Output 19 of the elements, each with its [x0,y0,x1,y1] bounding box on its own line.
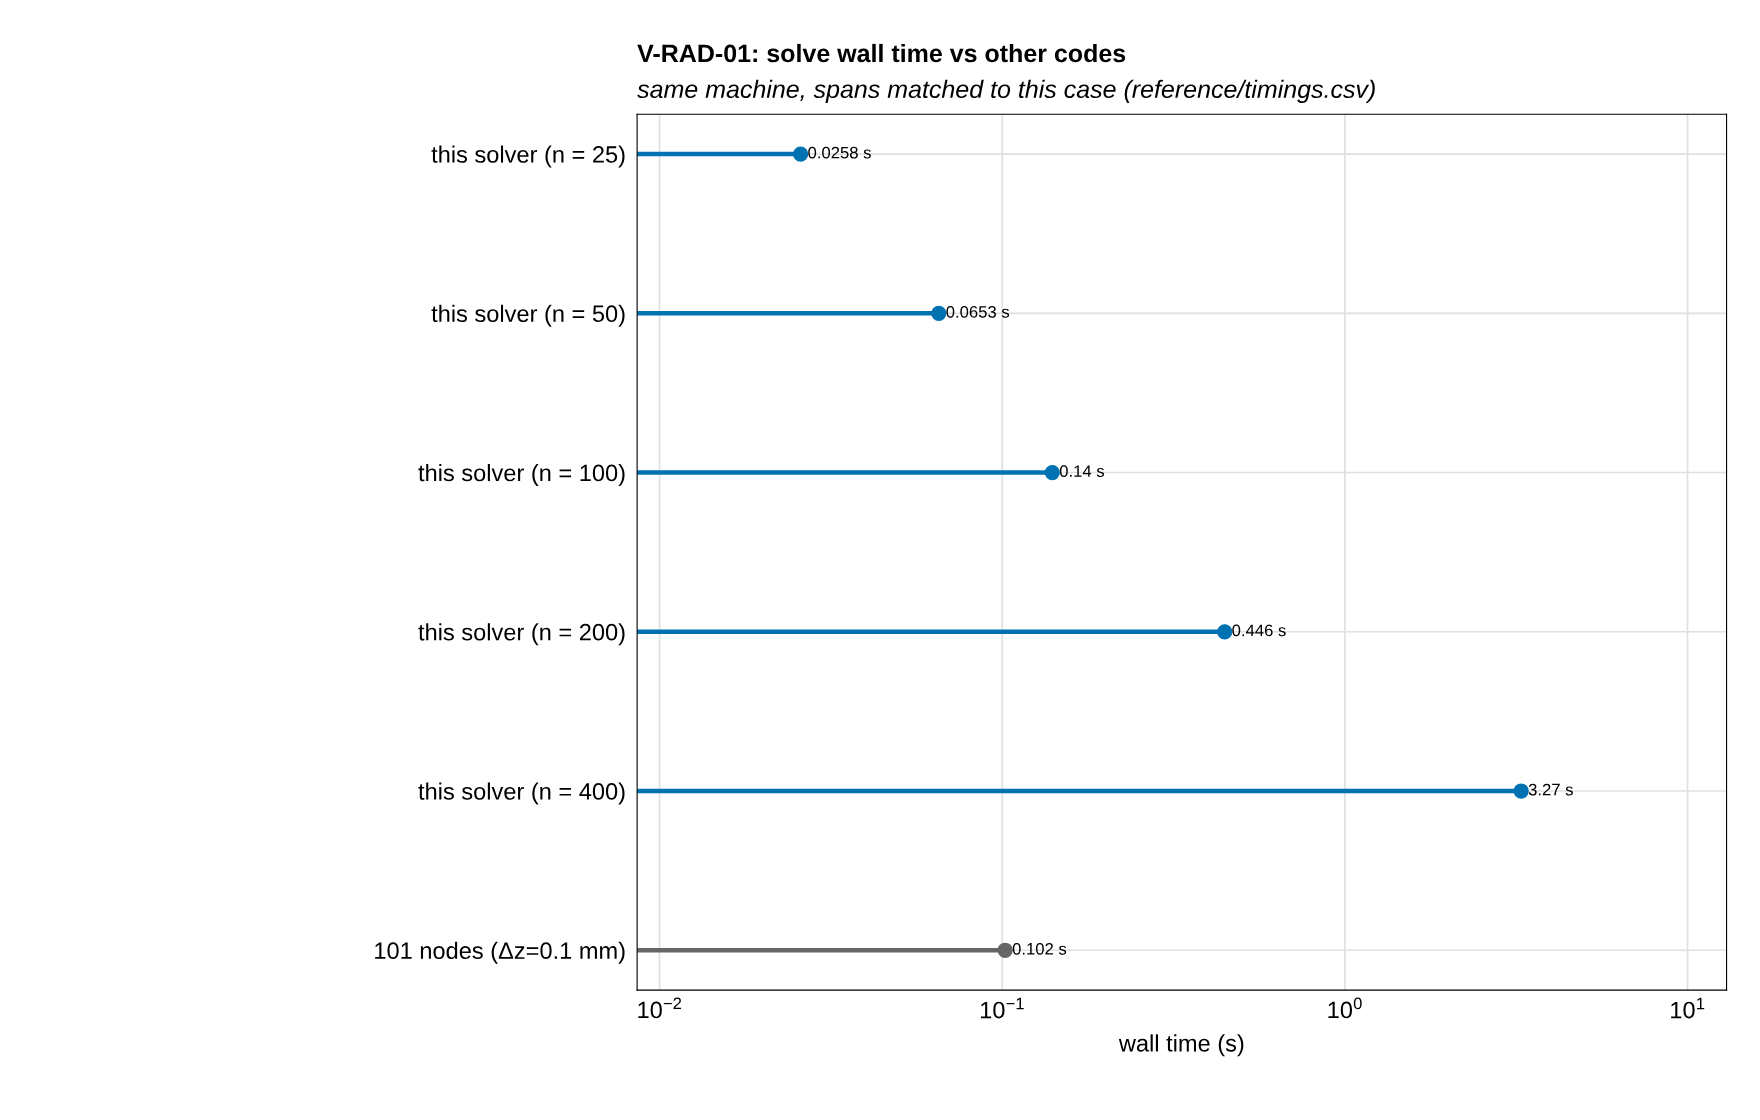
x-tick-label: 10$^{−1}$ [980,997,1024,1019]
chart-title: V-RAD-01: solve wall time vs other codes [637,43,1126,63]
data-label: 0.0258 s [808,146,871,159]
data-label: 0.446 s [1232,624,1286,637]
x-tick-label: 10$^{−2}$ [638,997,682,1019]
data-label: 0.102 s [1012,942,1067,955]
y-tick-label: this solver (n = 400) [418,782,625,805]
data-label: 0.0653 s [946,305,1010,318]
y-tick-label: this solver (n = 25) [431,145,625,168]
y-tick-label: 101 nodes (Δz=0.1 mm) [375,941,625,964]
x-axis-title: wall time (s) [1118,1034,1244,1057]
y-tick-label: this solver (n = 200) [418,623,625,646]
y-tick-label: this solver (n = 50) [431,304,625,327]
x-tick-label: 10$^{0}$ [1328,997,1362,1019]
y-tick-label: this solver (n = 100) [418,463,625,486]
data-label: 0.14 s [1059,465,1105,478]
x-tick-label: 10$^{1}$ [1671,997,1705,1019]
chart-subtitle: same machine, spans matched to this case (reference/timings.csv) [637,79,1375,104]
data-label: 3.27 s [1528,783,1573,796]
